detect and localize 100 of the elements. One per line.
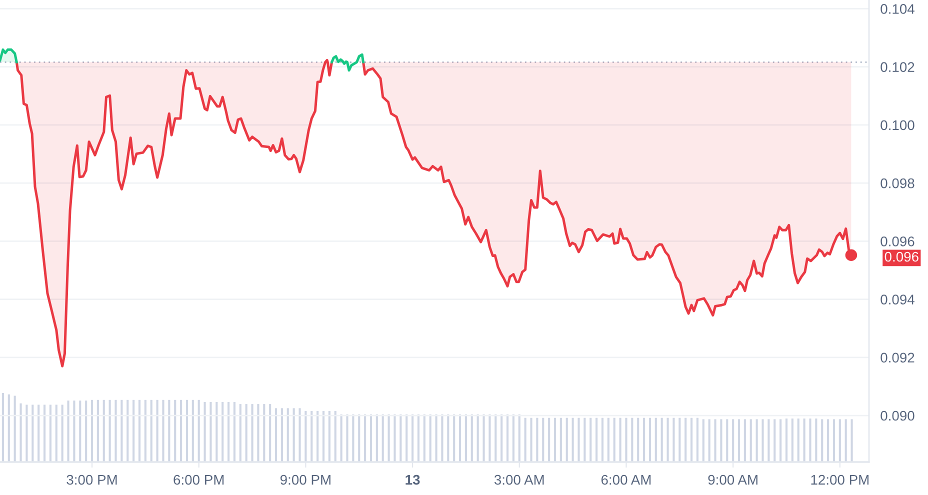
- bar: [316, 410, 319, 462]
- bar: [536, 418, 538, 462]
- bar: [73, 400, 76, 462]
- bar: [708, 419, 710, 462]
- bar: [607, 418, 610, 462]
- bar: [298, 408, 301, 462]
- bar: [245, 404, 248, 462]
- bar: [79, 400, 82, 462]
- bar: [780, 419, 782, 462]
- y-tick-label: 0.092: [880, 352, 914, 363]
- bar: [809, 418, 812, 462]
- bar: [458, 414, 462, 462]
- x-tick-label: 9:00 PM: [280, 474, 330, 485]
- bar: [726, 419, 728, 462]
- bar: [269, 404, 272, 462]
- bar: [512, 414, 514, 462]
- bar: [8, 394, 10, 462]
- bar: [690, 418, 693, 462]
- bar: [180, 400, 182, 462]
- bar: [2, 393, 4, 462]
- bar: [542, 418, 544, 462]
- bar: [832, 419, 836, 462]
- bar: [334, 410, 336, 462]
- bar: [406, 414, 408, 462]
- bar: [429, 414, 432, 462]
- bar: [138, 400, 141, 462]
- bar: [67, 400, 70, 462]
- bar: [660, 418, 663, 462]
- bar: [61, 404, 64, 462]
- bar: [768, 419, 770, 462]
- bar: [216, 402, 218, 462]
- bar: [791, 418, 794, 462]
- bar: [251, 404, 254, 462]
- bar: [470, 414, 473, 462]
- bar: [43, 404, 46, 462]
- bar: [310, 410, 313, 462]
- bar: [500, 414, 503, 462]
- bar: [625, 418, 628, 462]
- bar: [441, 414, 444, 462]
- bar: [340, 414, 342, 462]
- bar: [482, 414, 485, 462]
- x-tick-label: 12:00 PM: [811, 474, 868, 485]
- bar: [126, 400, 129, 462]
- bar: [120, 400, 123, 462]
- bar: [702, 419, 704, 462]
- bar: [548, 418, 550, 462]
- bar: [488, 414, 491, 462]
- bar: [14, 396, 16, 462]
- bar: [530, 418, 532, 462]
- bar: [785, 418, 788, 462]
- bar: [168, 400, 170, 462]
- bar: [453, 414, 456, 462]
- bar: [328, 410, 330, 462]
- bar: [494, 414, 497, 462]
- bar: [49, 404, 52, 462]
- bar: [560, 418, 562, 462]
- bar: [292, 408, 295, 462]
- bar: [838, 419, 841, 462]
- y-tick-label: 0.096: [880, 236, 914, 246]
- bar: [566, 418, 568, 462]
- bar: [26, 404, 28, 462]
- bar: [850, 419, 853, 462]
- bar: [518, 414, 520, 462]
- bar: [720, 419, 722, 462]
- bar: [750, 419, 752, 462]
- bar: [364, 414, 366, 462]
- bar: [412, 414, 414, 462]
- y-tick-label: 0.100: [880, 120, 914, 130]
- bar: [286, 408, 289, 462]
- bar: [233, 402, 236, 462]
- bar: [280, 408, 283, 462]
- y-tick-label: 0.090: [880, 410, 914, 421]
- bar: [38, 404, 40, 462]
- bar: [648, 418, 652, 462]
- bar: [672, 418, 675, 462]
- bar: [596, 418, 598, 462]
- bar: [376, 414, 378, 462]
- bar: [304, 410, 307, 462]
- bar: [584, 418, 586, 462]
- bar: [346, 414, 348, 462]
- bar: [358, 414, 360, 462]
- bar: [619, 418, 622, 462]
- bar: [204, 402, 206, 462]
- bar: [239, 404, 242, 462]
- bar: [322, 410, 325, 462]
- x-tick-label: 6:00 PM: [174, 474, 224, 485]
- bar: [572, 418, 574, 462]
- bar: [803, 418, 806, 462]
- x-tick-label: 3:00 PM: [66, 474, 117, 485]
- bar: [447, 414, 450, 462]
- bar: [744, 419, 746, 462]
- bar: [423, 414, 426, 462]
- bar: [394, 414, 396, 462]
- bar: [821, 419, 824, 462]
- bar: [435, 414, 438, 462]
- bar: [578, 418, 580, 462]
- bar: [666, 418, 669, 462]
- bar: [400, 414, 402, 462]
- bar: [506, 414, 509, 462]
- bar: [352, 414, 354, 462]
